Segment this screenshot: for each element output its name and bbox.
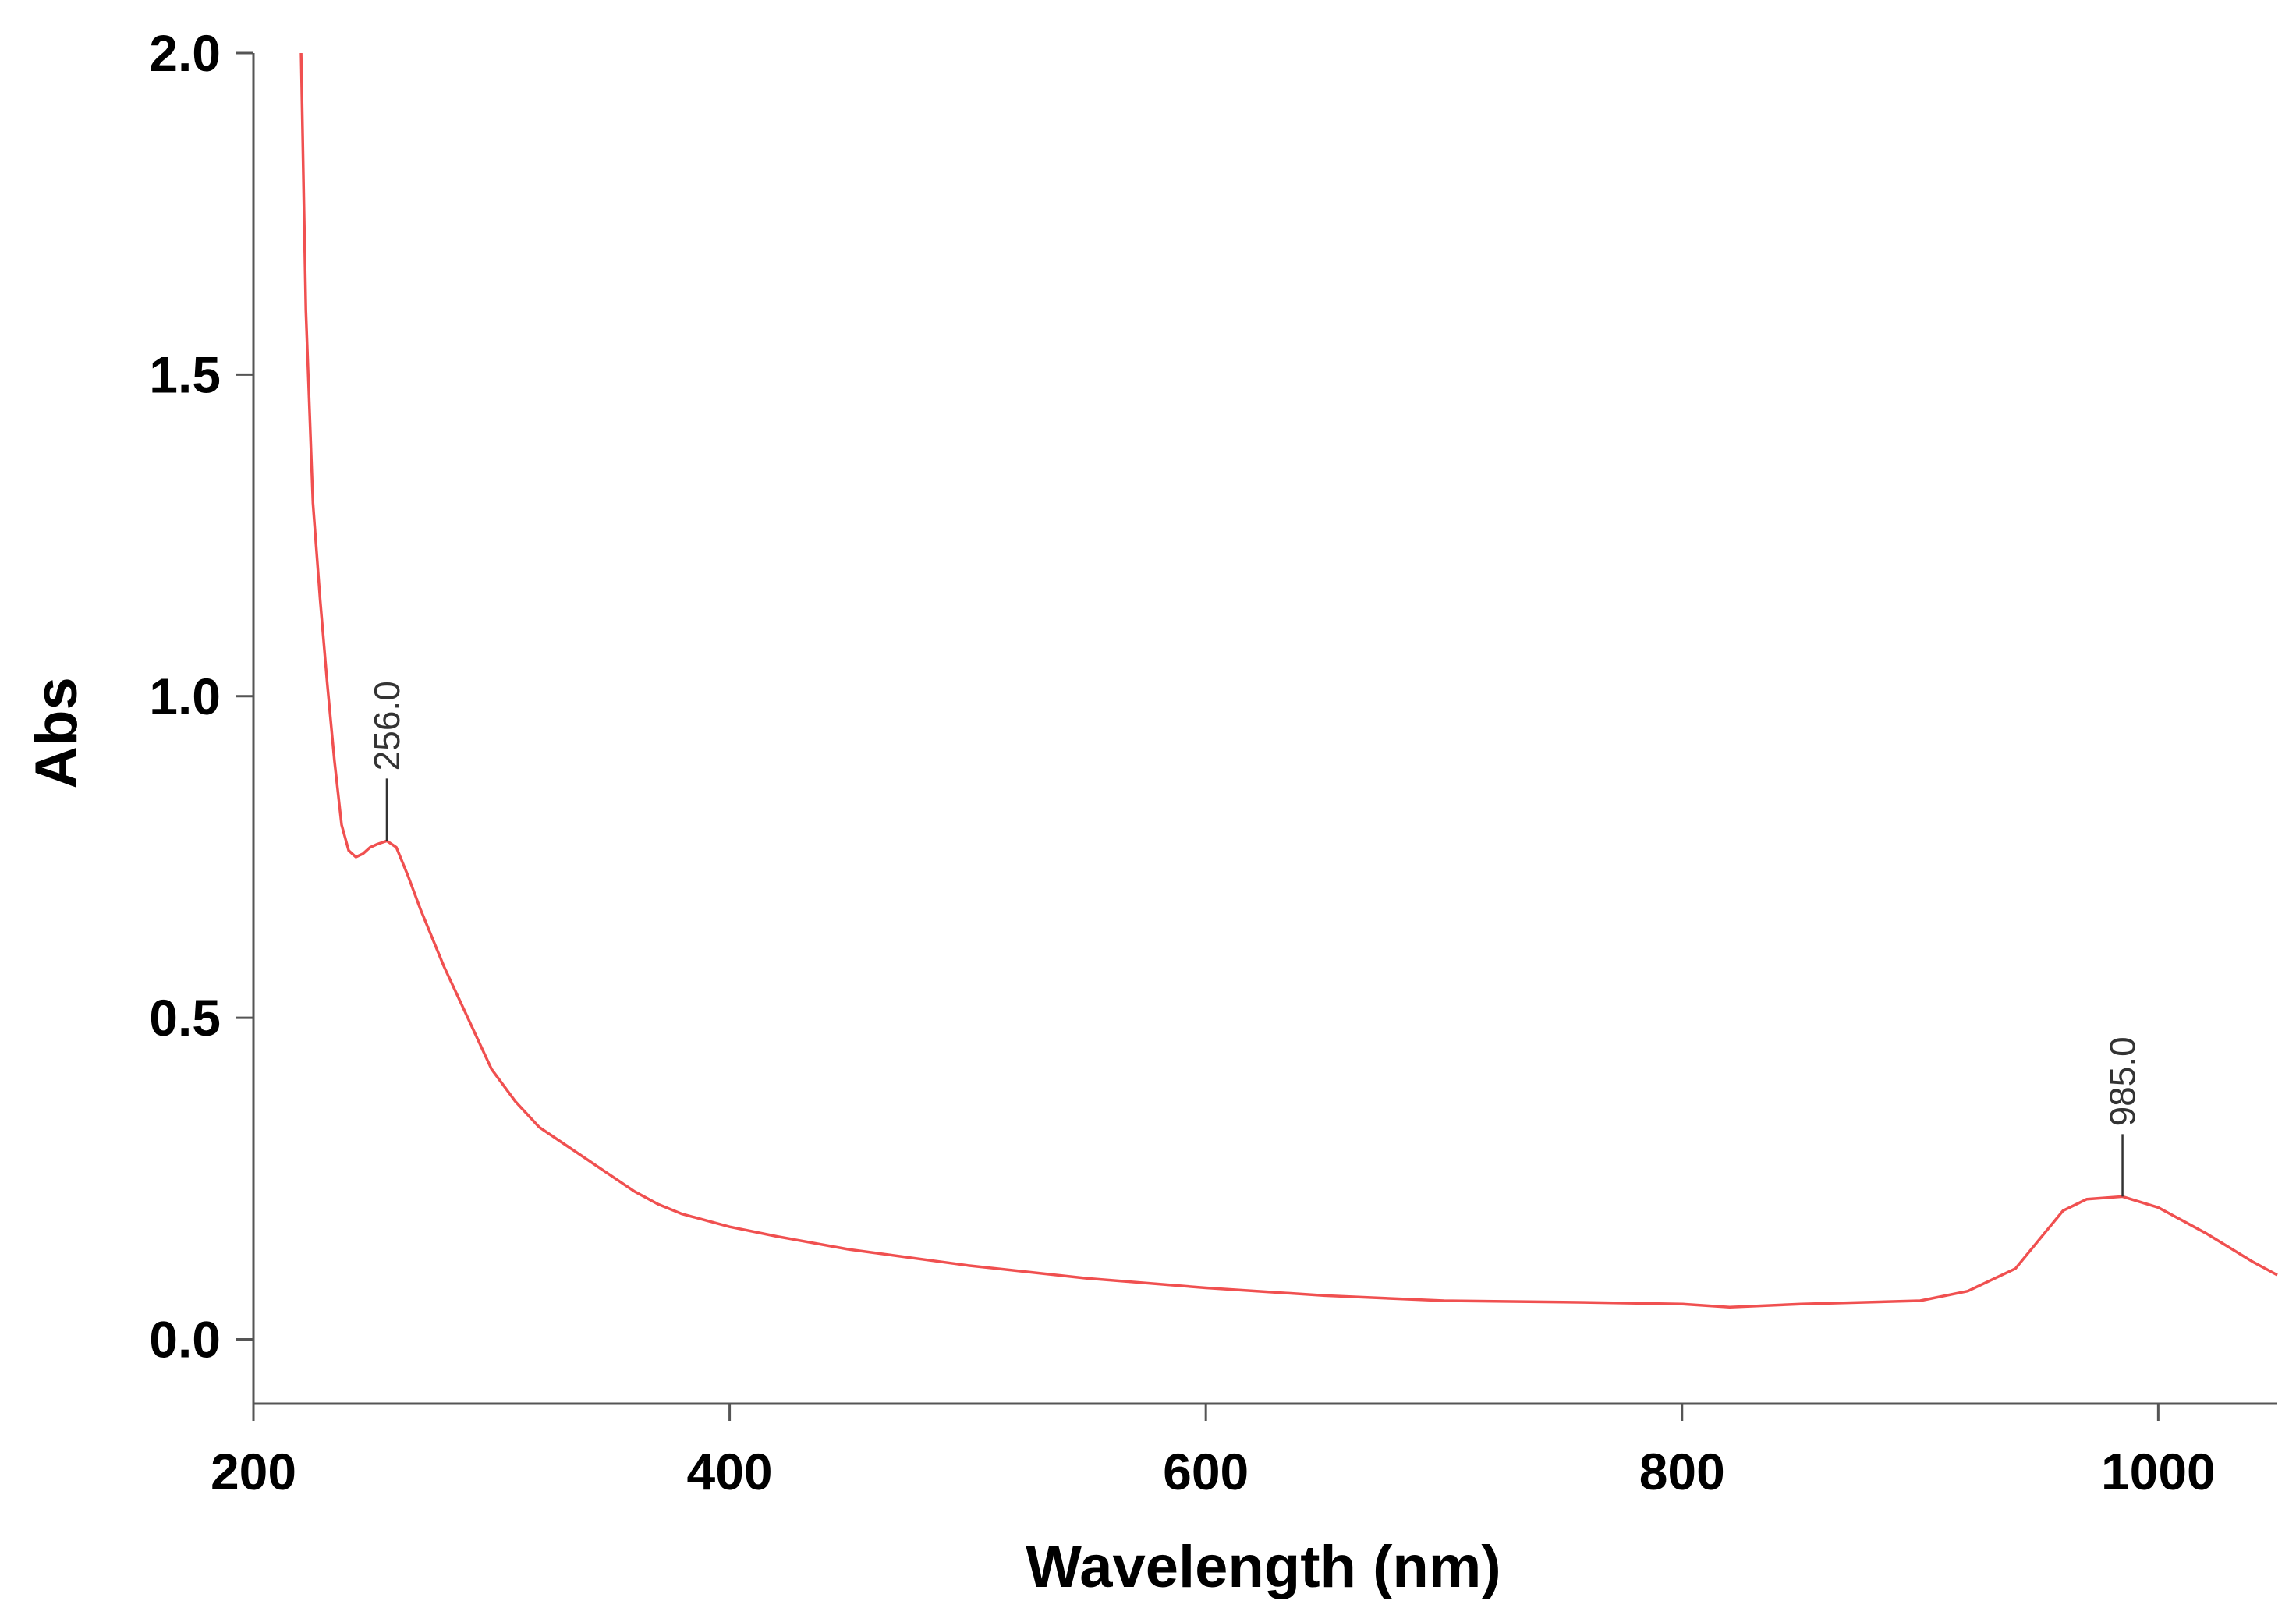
- x-tick-label: 600: [1163, 1443, 1249, 1500]
- y-tick-label: 0.5: [149, 989, 221, 1047]
- y-tick-label: 1.0: [149, 668, 221, 725]
- x-tick-label: 400: [687, 1443, 773, 1500]
- y-tick-label: 2.0: [149, 24, 221, 82]
- chart-series: [299, 52, 2278, 1309]
- chart-axes: [252, 53, 2277, 1405]
- x-tick-label: 800: [1639, 1443, 1725, 1500]
- x-axis-title: Wavelength (nm): [1026, 1534, 1501, 1600]
- peak-label: 985.0: [2103, 1036, 2143, 1126]
- chart-ticks: 0.0 0.5 1.0 1.5 2.0 200 400 600 800 1000: [149, 24, 2216, 1500]
- y-axis-title: Abs: [23, 677, 90, 789]
- peak-label: 256.0: [367, 681, 407, 770]
- y-tick-label: 0.0: [149, 1311, 221, 1369]
- x-tick-label: 200: [211, 1443, 296, 1500]
- x-tick-label: 1000: [2101, 1443, 2216, 1500]
- y-tick-label: 1.5: [149, 345, 221, 403]
- spectrum-line: [299, 52, 2278, 1309]
- chart-annotations: 256.0 985.0: [367, 681, 2143, 1197]
